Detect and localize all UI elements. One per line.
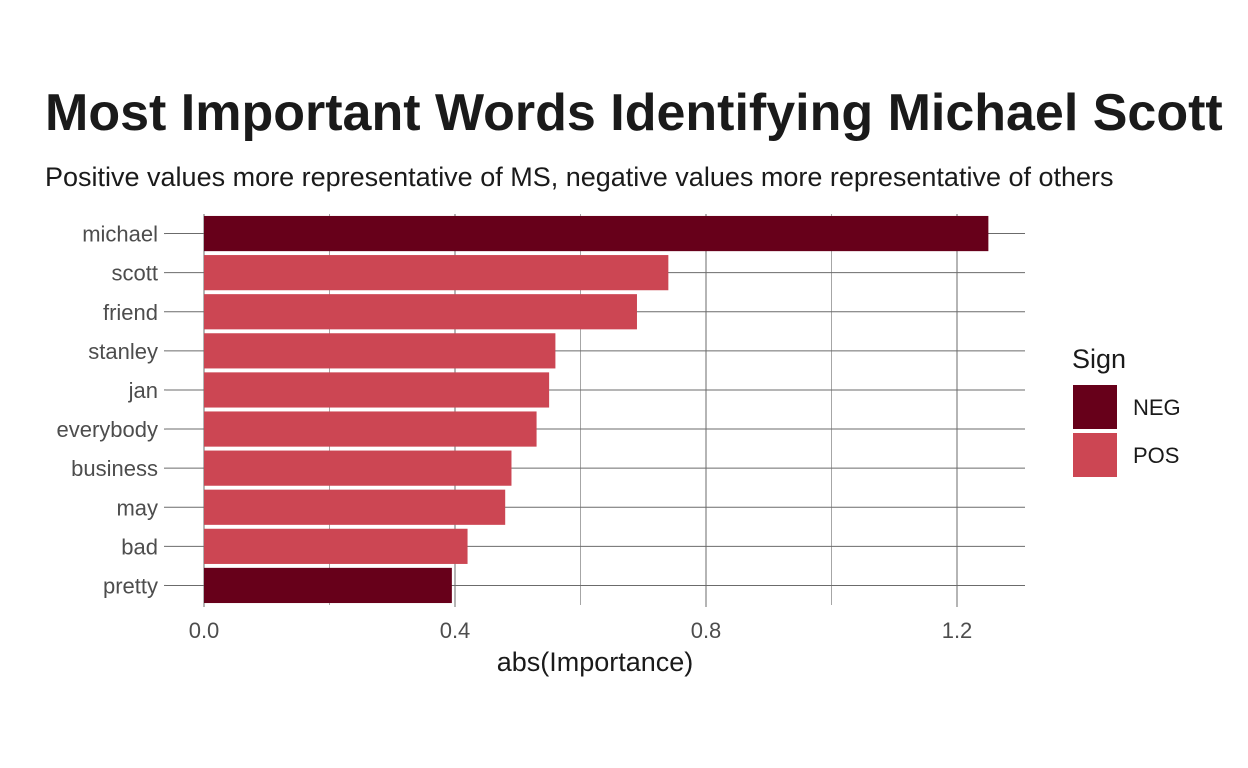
x-axis: 0.0 0.4 0.8 1.2: [189, 605, 973, 643]
y-tick-label-everybody: everybody: [56, 417, 158, 442]
y-axis: michael scott friend stanley jan everybody bus…: [56, 222, 166, 598]
x-tick-label: 0.4: [440, 618, 471, 643]
chart-title: Most Important Words Identifying Michael…: [45, 84, 1223, 142]
y-tick-label-may: may: [116, 495, 158, 520]
legend-title: Sign: [1072, 344, 1126, 374]
legend-key-neg: [1073, 385, 1117, 429]
y-tick-label-scott: scott: [112, 261, 158, 286]
bar-jan: [204, 372, 550, 408]
y-tick-label-stanley: stanley: [88, 339, 158, 364]
bar-bad: [204, 528, 468, 564]
x-tick-label: 1.2: [942, 618, 973, 643]
x-axis-title: abs(Importance): [497, 647, 694, 677]
legend-key-pos: [1073, 433, 1117, 477]
y-tick-label-business: business: [71, 456, 158, 481]
x-tick-label: 0.0: [189, 618, 220, 643]
legend-label-neg: NEG: [1133, 395, 1181, 420]
bar-pretty: [204, 567, 452, 604]
bar-may: [204, 489, 506, 525]
y-tick-label-friend: friend: [103, 300, 158, 325]
bar-everybody: [204, 411, 537, 447]
chart-subtitle: Positive values more representative of M…: [45, 162, 1114, 192]
bar-friend: [204, 294, 637, 330]
x-tick-label: 0.8: [691, 618, 722, 643]
y-tick-label-jan: jan: [128, 378, 158, 403]
legend-label-pos: POS: [1133, 443, 1179, 468]
bar-michael: [204, 215, 989, 252]
bar-scott: [204, 255, 669, 291]
y-tick-label-pretty: pretty: [103, 573, 158, 598]
y-tick-label-bad: bad: [121, 534, 158, 559]
bar-business: [204, 450, 512, 486]
bar-stanley: [204, 333, 556, 369]
legend: Sign NEG POS: [1072, 344, 1181, 477]
y-tick-label-michael: michael: [82, 222, 158, 247]
bars: [204, 215, 989, 604]
